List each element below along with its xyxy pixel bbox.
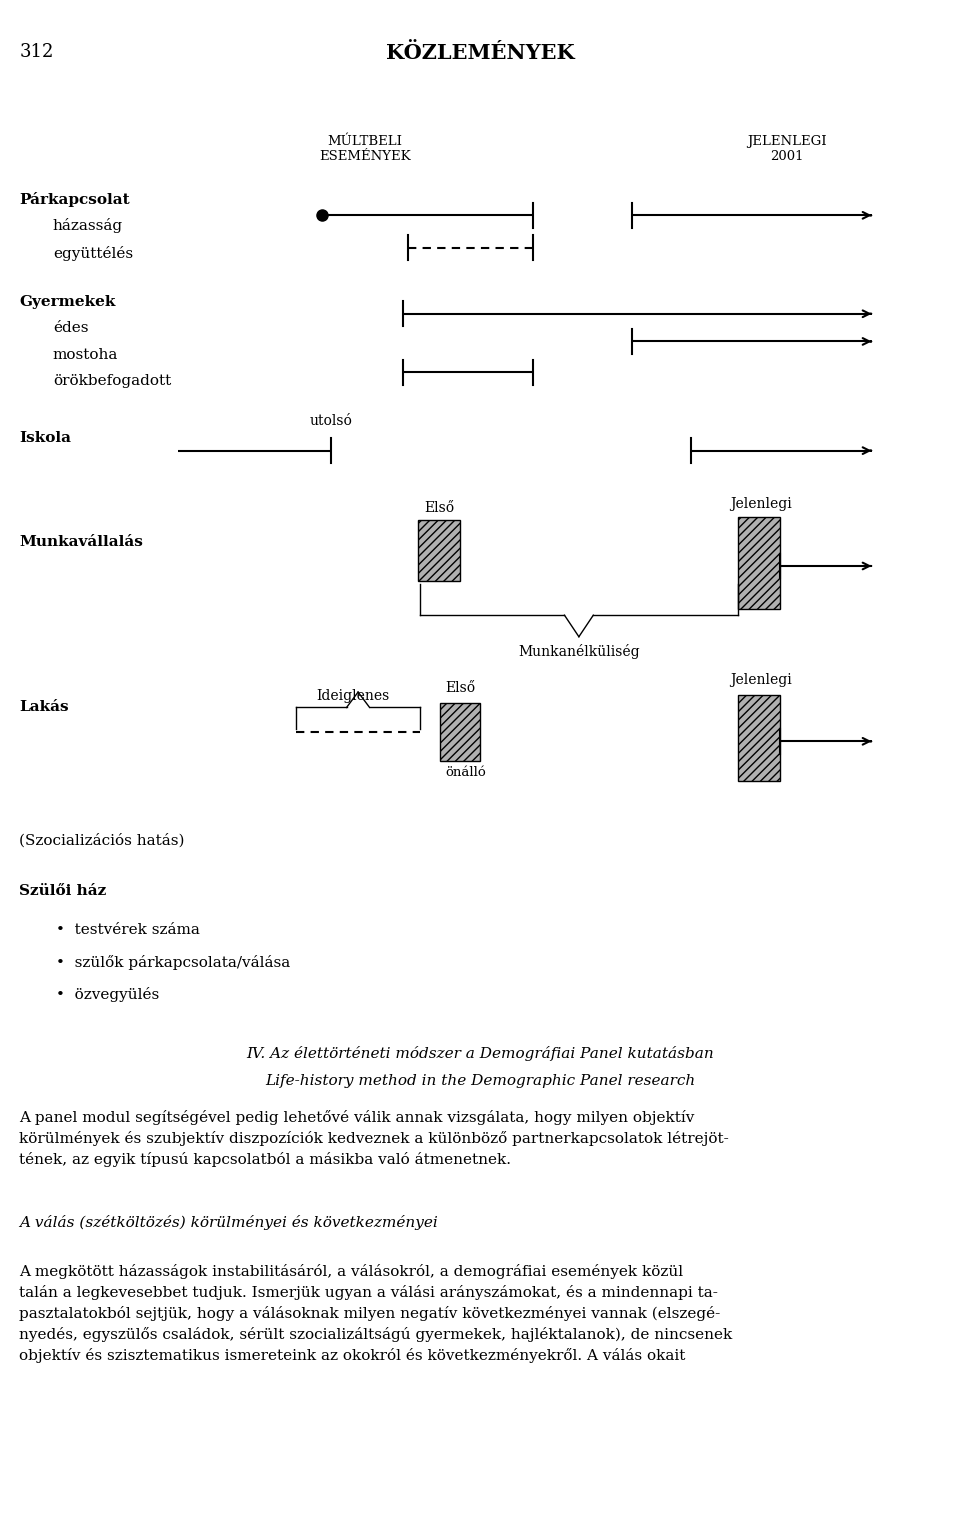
Text: Jelenlegi: Jelenlegi bbox=[731, 674, 792, 687]
Text: Első: Első bbox=[424, 501, 455, 515]
Text: JELENLEGI
2001: JELENLEGI 2001 bbox=[748, 135, 827, 163]
Text: Ideiglenes: Ideiglenes bbox=[317, 689, 390, 703]
Text: Munkanélküliség: Munkanélküliség bbox=[518, 644, 639, 660]
Text: 312: 312 bbox=[19, 43, 54, 62]
Text: mostoha: mostoha bbox=[53, 348, 118, 361]
Text: A panel modul segítségével pedig lehetővé válik annak vizsgálata, hogy milyen ob: A panel modul segítségével pedig lehetőv… bbox=[19, 1110, 729, 1167]
Text: Jelenlegi: Jelenlegi bbox=[731, 497, 792, 511]
Text: Első: Első bbox=[445, 681, 476, 695]
Text: •  szülők párkapcsolata/válása: • szülők párkapcsolata/válása bbox=[56, 955, 290, 970]
Text: Munkavállalás: Munkavállalás bbox=[19, 535, 143, 549]
Text: utolsó: utolsó bbox=[310, 414, 352, 428]
Text: Life-history method in the Demographic Panel research: Life-history method in the Demographic P… bbox=[265, 1074, 695, 1087]
Text: házasság: házasság bbox=[53, 218, 123, 234]
Bar bbox=[738, 695, 780, 781]
Text: Párkapcsolat: Párkapcsolat bbox=[19, 192, 130, 208]
Text: IV. Az élettörténeti módszer a Demográfiai Panel kutatásban: IV. Az élettörténeti módszer a Demográfi… bbox=[246, 1046, 714, 1061]
Text: •  özvegyülés: • özvegyülés bbox=[56, 987, 159, 1003]
Bar bbox=[418, 520, 460, 581]
Text: KÖZLEMÉNYEK: KÖZLEMÉNYEK bbox=[386, 43, 574, 63]
Text: A válás (szétköltözés) körülményei és következményei: A válás (szétköltözés) körülményei és kö… bbox=[19, 1215, 438, 1230]
Text: Lakás: Lakás bbox=[19, 700, 69, 714]
Text: Szülői ház: Szülői ház bbox=[19, 884, 107, 898]
Text: együttélés: együttélés bbox=[53, 246, 132, 261]
Bar bbox=[440, 703, 480, 761]
Text: önálló: önálló bbox=[445, 766, 486, 778]
Text: örökbefogadott: örökbefogadott bbox=[53, 374, 171, 388]
Text: MÚLTBELI
ESEMÉNYEK: MÚLTBELI ESEMÉNYEK bbox=[319, 135, 411, 163]
Text: (Szocializációs hatás): (Szocializációs hatás) bbox=[19, 834, 184, 847]
Text: •  testvérek száma: • testvérek száma bbox=[56, 923, 200, 937]
Text: A megkötött házasságok instabilitásáról, a válásokról, a demográfiai események k: A megkötött házasságok instabilitásáról,… bbox=[19, 1264, 732, 1363]
Text: Gyermekek: Gyermekek bbox=[19, 295, 115, 309]
Text: édes: édes bbox=[53, 321, 88, 335]
Bar bbox=[738, 517, 780, 609]
Text: Iskola: Iskola bbox=[19, 431, 71, 444]
